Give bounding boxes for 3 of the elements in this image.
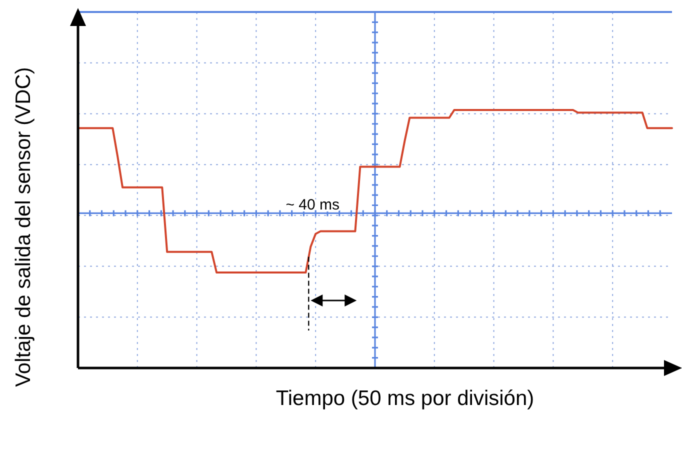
annotation: ~ 40 ms — [286, 196, 340, 214]
x-axis-title: Tiempo (50 ms por división) — [276, 387, 534, 410]
y-axis-title: Voltaje de salida del sensor (VDC) — [12, 67, 35, 387]
